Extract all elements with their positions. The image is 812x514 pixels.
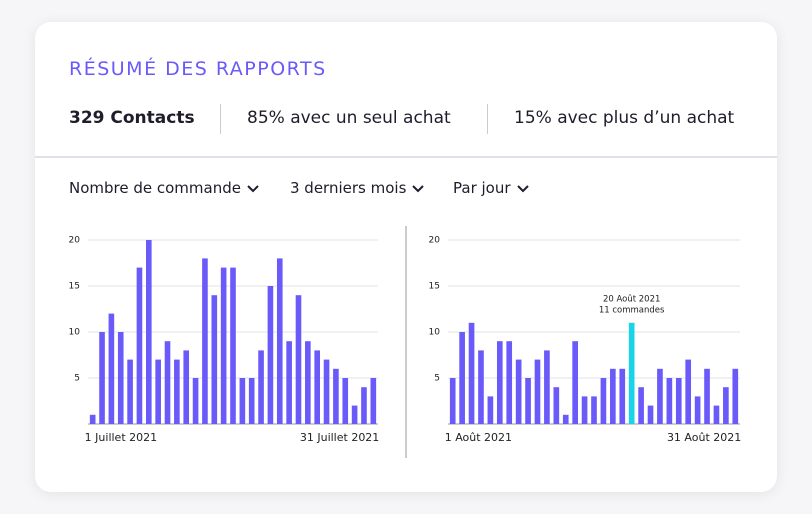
- bar: [704, 368, 710, 424]
- bar: [89, 414, 96, 424]
- bar: [267, 286, 274, 424]
- annotation: 11 commandes: [599, 305, 665, 315]
- bar: [183, 350, 190, 424]
- bar: [314, 350, 320, 424]
- title: RÉSUMÉ DES RAPPORTS: [69, 58, 327, 80]
- stat: 15% avec plus d’un achat: [514, 108, 735, 128]
- bar: [295, 295, 302, 424]
- x-tick-label: 31 Août 2021: [667, 431, 741, 444]
- y-tick-label: 20: [429, 236, 441, 246]
- bar: [628, 322, 635, 424]
- filter-label: Nombre de commande: [69, 179, 241, 197]
- bar: [694, 396, 701, 424]
- bar: [323, 359, 330, 424]
- bar: [478, 350, 484, 424]
- bar: [487, 396, 494, 424]
- bar: [108, 313, 115, 424]
- bar: [202, 258, 208, 424]
- bar: [248, 378, 255, 424]
- bar: [638, 387, 644, 424]
- y-tick-label: 10: [429, 328, 441, 338]
- bar: [723, 387, 729, 424]
- bar: [286, 341, 292, 424]
- bar: [276, 258, 283, 424]
- bar: [600, 378, 607, 424]
- bar: [361, 387, 367, 424]
- bar: [572, 341, 578, 424]
- stat: 329 Contacts: [69, 108, 195, 128]
- chevron: [412, 184, 425, 192]
- bar: [459, 332, 465, 424]
- filter-label: Par jour: [453, 179, 511, 197]
- annotation: 20 Août 2021: [603, 294, 660, 304]
- y-tick-label: 15: [429, 282, 440, 292]
- bar: [647, 405, 654, 424]
- bar: [351, 405, 358, 424]
- y-tick-label: 5: [434, 374, 440, 384]
- bar: [525, 378, 531, 424]
- bar: [230, 267, 236, 424]
- x-tick-label: 1 Août 2021: [445, 431, 512, 444]
- y-tick-label: 20: [69, 236, 81, 246]
- bar: [305, 341, 311, 424]
- bar: [174, 359, 180, 424]
- bar: [506, 341, 513, 424]
- bar: [619, 368, 626, 424]
- bar: [136, 267, 143, 424]
- bar: [370, 378, 377, 424]
- x-tick-label: 31 Juillet 2021: [300, 431, 379, 444]
- filter-label: 3 derniers mois: [290, 179, 407, 197]
- x-tick-label: 1 Juillet 2021: [85, 431, 157, 444]
- filter-dropdown[interactable]: 3 derniers mois: [290, 179, 425, 197]
- separator: [487, 104, 488, 134]
- bar: [99, 332, 105, 424]
- bar: [127, 359, 133, 424]
- bar: [155, 359, 161, 424]
- bar: [192, 378, 199, 424]
- bar: [562, 414, 569, 424]
- bar: [732, 368, 739, 424]
- chevron: [247, 184, 259, 192]
- bar: [220, 267, 227, 424]
- bar: [713, 405, 720, 424]
- bar: [515, 359, 522, 424]
- bar: [146, 240, 152, 424]
- bar: [117, 332, 124, 424]
- bar: [496, 341, 503, 424]
- filter-dropdown[interactable]: Nombre de commande: [69, 179, 259, 197]
- bar: [685, 359, 692, 424]
- y-tick-label: 5: [74, 374, 80, 384]
- bar: [553, 387, 560, 424]
- bar: [333, 368, 339, 424]
- bar: [239, 378, 246, 424]
- bar: [666, 378, 673, 424]
- bar: [258, 350, 264, 424]
- bar: [449, 378, 456, 424]
- bar: [581, 396, 588, 424]
- bar: [164, 341, 171, 424]
- chevron: [516, 184, 529, 192]
- bar: [657, 368, 663, 424]
- bar: [591, 396, 597, 424]
- bar: [610, 368, 616, 424]
- bar: [342, 378, 349, 424]
- bar: [468, 322, 475, 424]
- y-tick-label: 10: [69, 328, 81, 338]
- divider: [35, 156, 777, 158]
- filter-dropdown[interactable]: Par jour: [453, 179, 529, 197]
- bar: [211, 295, 218, 424]
- bar: [675, 378, 682, 424]
- bar: [534, 359, 541, 424]
- separator: [220, 104, 221, 134]
- bar: [544, 350, 550, 424]
- stat: 85% avec un seul achat: [247, 108, 451, 128]
- y-tick-label: 15: [69, 282, 80, 292]
